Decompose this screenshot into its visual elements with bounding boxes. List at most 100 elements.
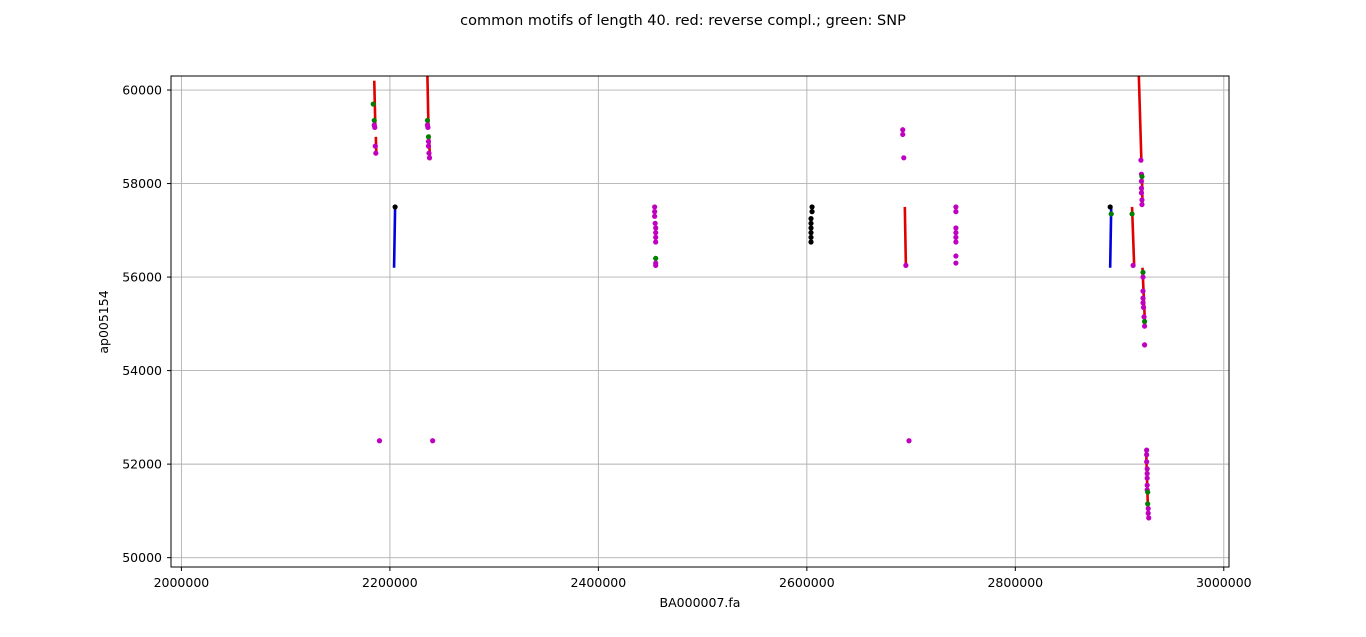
magenta-motif-point <box>1144 459 1150 465</box>
chart-title: common motifs of length 40. red: reverse… <box>460 13 906 29</box>
snp-motif-point <box>425 134 432 140</box>
reverse-motif-segment <box>1137 75 1143 163</box>
magenta-motif-point <box>1146 515 1152 521</box>
x-tick-label: 2200000 <box>362 575 418 590</box>
y-tick-label: 54000 <box>122 363 162 378</box>
magenta-motif-point <box>430 438 436 444</box>
magenta-motif-point <box>1138 185 1145 191</box>
snp-motif-point <box>1141 318 1148 325</box>
snp-motif-point <box>1129 211 1135 217</box>
magenta-motif-point <box>1139 201 1145 208</box>
y-tick-label: 58000 <box>122 176 162 191</box>
snp-motif-point <box>1108 211 1114 217</box>
magenta-motif-point <box>372 124 378 131</box>
magenta-motif-point <box>1144 452 1150 458</box>
magenta-motif-point <box>906 438 912 444</box>
snp-motif-point <box>653 255 659 261</box>
magenta-motif-point <box>1140 304 1147 311</box>
magenta-motif-point <box>1138 157 1144 163</box>
magenta-motif-point <box>953 209 959 215</box>
magenta-motif-point <box>372 143 378 149</box>
magenta-motif-point <box>900 127 906 133</box>
snp-motif-point <box>1145 489 1151 495</box>
magenta-motif-point <box>1140 274 1146 280</box>
x-tick-label: 2600000 <box>779 575 835 590</box>
y-tick-label: 60000 <box>122 83 162 98</box>
black-motif-point <box>808 230 814 236</box>
forward-motif-segment <box>392 206 397 268</box>
magenta-motif-point <box>1140 295 1146 301</box>
x-tick-label: 2800000 <box>987 575 1043 590</box>
black-motif-point <box>1107 204 1113 210</box>
magenta-motif-point <box>1130 262 1136 268</box>
magenta-motif-point <box>901 155 907 161</box>
magenta-motif-point <box>953 239 959 245</box>
black-motif-point <box>808 225 814 231</box>
magenta-motif-point <box>1144 447 1150 453</box>
magenta-motif-point <box>1138 190 1145 196</box>
magenta-motif-point <box>1144 466 1150 472</box>
magenta-motif-point <box>426 155 433 161</box>
segments <box>372 75 1150 518</box>
magenta-motif-point <box>1144 470 1150 477</box>
x-axis-ticks: 2000000 2200000 2400000 2600000 2800000 30000… <box>154 567 1252 590</box>
magenta-motif-point <box>1140 300 1146 306</box>
magenta-motif-point <box>425 138 432 145</box>
x-tick-label: 2000000 <box>154 575 210 590</box>
black-motif-point <box>809 204 815 210</box>
magenta-motif-point <box>376 438 383 444</box>
magenta-motif-point <box>1141 323 1148 329</box>
magenta-motif-point <box>653 262 659 268</box>
magenta-motif-point <box>1141 314 1147 320</box>
magenta-motif-point <box>1145 505 1151 512</box>
magenta-motif-point <box>653 239 659 245</box>
y-tick-label: 52000 <box>122 457 162 472</box>
magenta-motif-point <box>425 124 431 131</box>
magenta-motif-point <box>653 225 659 231</box>
magenta-motif-point <box>1144 482 1150 488</box>
x-axis-label: BA000007.fa <box>660 595 741 610</box>
magenta-motif-point <box>652 220 658 226</box>
forward-motif-segment <box>1108 206 1113 268</box>
reverse-motif-segment <box>903 206 908 266</box>
magenta-motif-point <box>653 230 659 236</box>
black-motif-point <box>808 216 814 222</box>
black-motif-point <box>809 209 815 215</box>
magenta-motif-point <box>953 204 959 210</box>
magenta-motif-point <box>652 204 658 210</box>
magenta-motif-point <box>652 209 658 215</box>
magenta-motif-point <box>1145 510 1151 516</box>
reverse-motif-segment <box>1130 206 1136 266</box>
magenta-motif-point <box>1138 178 1145 184</box>
snp-motif-point <box>371 117 377 124</box>
y-tick-label: 50000 <box>122 550 162 565</box>
snp-motif-point <box>424 117 431 124</box>
magenta-motif-point <box>953 230 959 236</box>
snp-motif-point <box>1145 501 1151 507</box>
magenta-motif-point <box>426 150 432 156</box>
snp-motif-point <box>1140 269 1146 275</box>
magenta-motif-point <box>953 253 959 259</box>
y-axis-ticks: 50000 52000 54000 56000 58000 60000 <box>122 83 171 565</box>
magenta-motif-point <box>1139 197 1145 203</box>
magenta-motif-point <box>953 225 959 231</box>
magenta-motif-point <box>953 260 959 266</box>
y-tick-label: 56000 <box>122 270 162 285</box>
y-axis-label: ap005154 <box>96 290 111 353</box>
magenta-motif-point <box>425 143 432 149</box>
black-motif-point <box>808 234 814 240</box>
magenta-motif-point <box>1141 342 1148 348</box>
x-tick-label: 2400000 <box>571 575 627 590</box>
magenta-motif-point <box>373 150 379 156</box>
magenta-motif-point <box>903 262 909 268</box>
points <box>370 101 1152 521</box>
magenta-motif-point <box>953 234 959 240</box>
plot-frame <box>170 75 1230 568</box>
grid <box>171 76 1229 567</box>
black-motif-point <box>808 239 814 245</box>
black-motif-point <box>808 220 814 226</box>
magenta-motif-point <box>1140 288 1146 294</box>
magenta-motif-point <box>1144 475 1150 481</box>
magenta-motif-point <box>652 213 658 219</box>
magenta-motif-point <box>900 131 906 138</box>
